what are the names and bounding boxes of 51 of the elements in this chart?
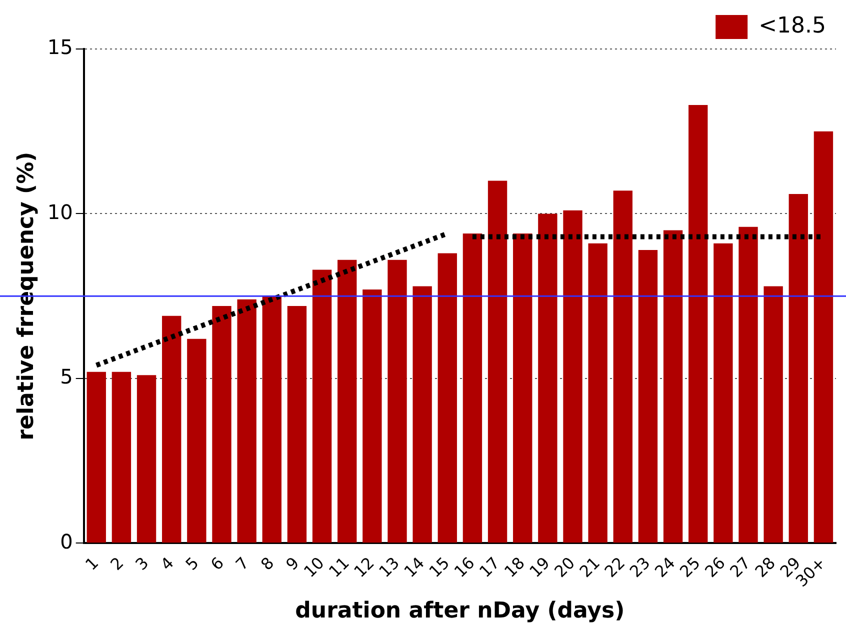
bar bbox=[212, 306, 232, 543]
x-tick-label: 19 bbox=[526, 553, 554, 582]
bar bbox=[162, 316, 182, 543]
bar bbox=[538, 214, 558, 543]
bar bbox=[338, 260, 357, 543]
bar bbox=[764, 286, 783, 543]
bar bbox=[287, 306, 307, 543]
x-tick-label: 25 bbox=[676, 553, 704, 582]
bar bbox=[663, 230, 683, 543]
x-tick-label: 1 bbox=[82, 553, 102, 574]
x-axis-title: duration after nDay (days) bbox=[295, 598, 625, 624]
bar bbox=[788, 194, 808, 543]
bar bbox=[312, 270, 332, 543]
bar bbox=[688, 105, 708, 543]
x-tick-label: 4 bbox=[156, 553, 178, 574]
bar bbox=[388, 260, 407, 543]
bar bbox=[262, 296, 282, 543]
y-axis-title: relative frrequency (%) bbox=[14, 152, 39, 440]
bar bbox=[613, 190, 632, 543]
y-tick-label: 0 bbox=[60, 529, 73, 554]
x-tick-label: 5 bbox=[182, 553, 202, 574]
bar bbox=[237, 299, 256, 543]
y-tick-label: 15 bbox=[47, 35, 73, 60]
legend-label: <18.5 bbox=[758, 14, 826, 39]
y-tick-label: 5 bbox=[60, 364, 73, 389]
bar bbox=[563, 210, 582, 543]
x-tick-label: 11 bbox=[325, 553, 353, 582]
x-tick-label: 2 bbox=[106, 553, 128, 574]
x-tick-label: 12 bbox=[350, 553, 378, 582]
x-tick-label: 7 bbox=[232, 553, 253, 574]
bar bbox=[86, 372, 106, 543]
x-tick-label: 8 bbox=[257, 553, 278, 574]
bar bbox=[112, 372, 132, 543]
bar bbox=[362, 289, 382, 543]
bar bbox=[462, 233, 482, 543]
x-tick-label: 26 bbox=[701, 553, 729, 582]
y-tick-label: 10 bbox=[47, 200, 73, 224]
bar bbox=[136, 375, 156, 543]
bar bbox=[513, 233, 532, 543]
bar bbox=[714, 243, 733, 543]
bar bbox=[488, 180, 508, 543]
bar bbox=[412, 286, 432, 543]
bar bbox=[588, 243, 608, 543]
x-tick-label: 18 bbox=[500, 553, 528, 582]
bar bbox=[814, 131, 834, 543]
bar bbox=[738, 226, 758, 543]
bar bbox=[187, 338, 206, 543]
bar bbox=[638, 250, 658, 543]
bar bbox=[438, 253, 457, 543]
x-tick-label: 3 bbox=[132, 553, 152, 574]
x-tick-label: 6 bbox=[206, 553, 228, 574]
